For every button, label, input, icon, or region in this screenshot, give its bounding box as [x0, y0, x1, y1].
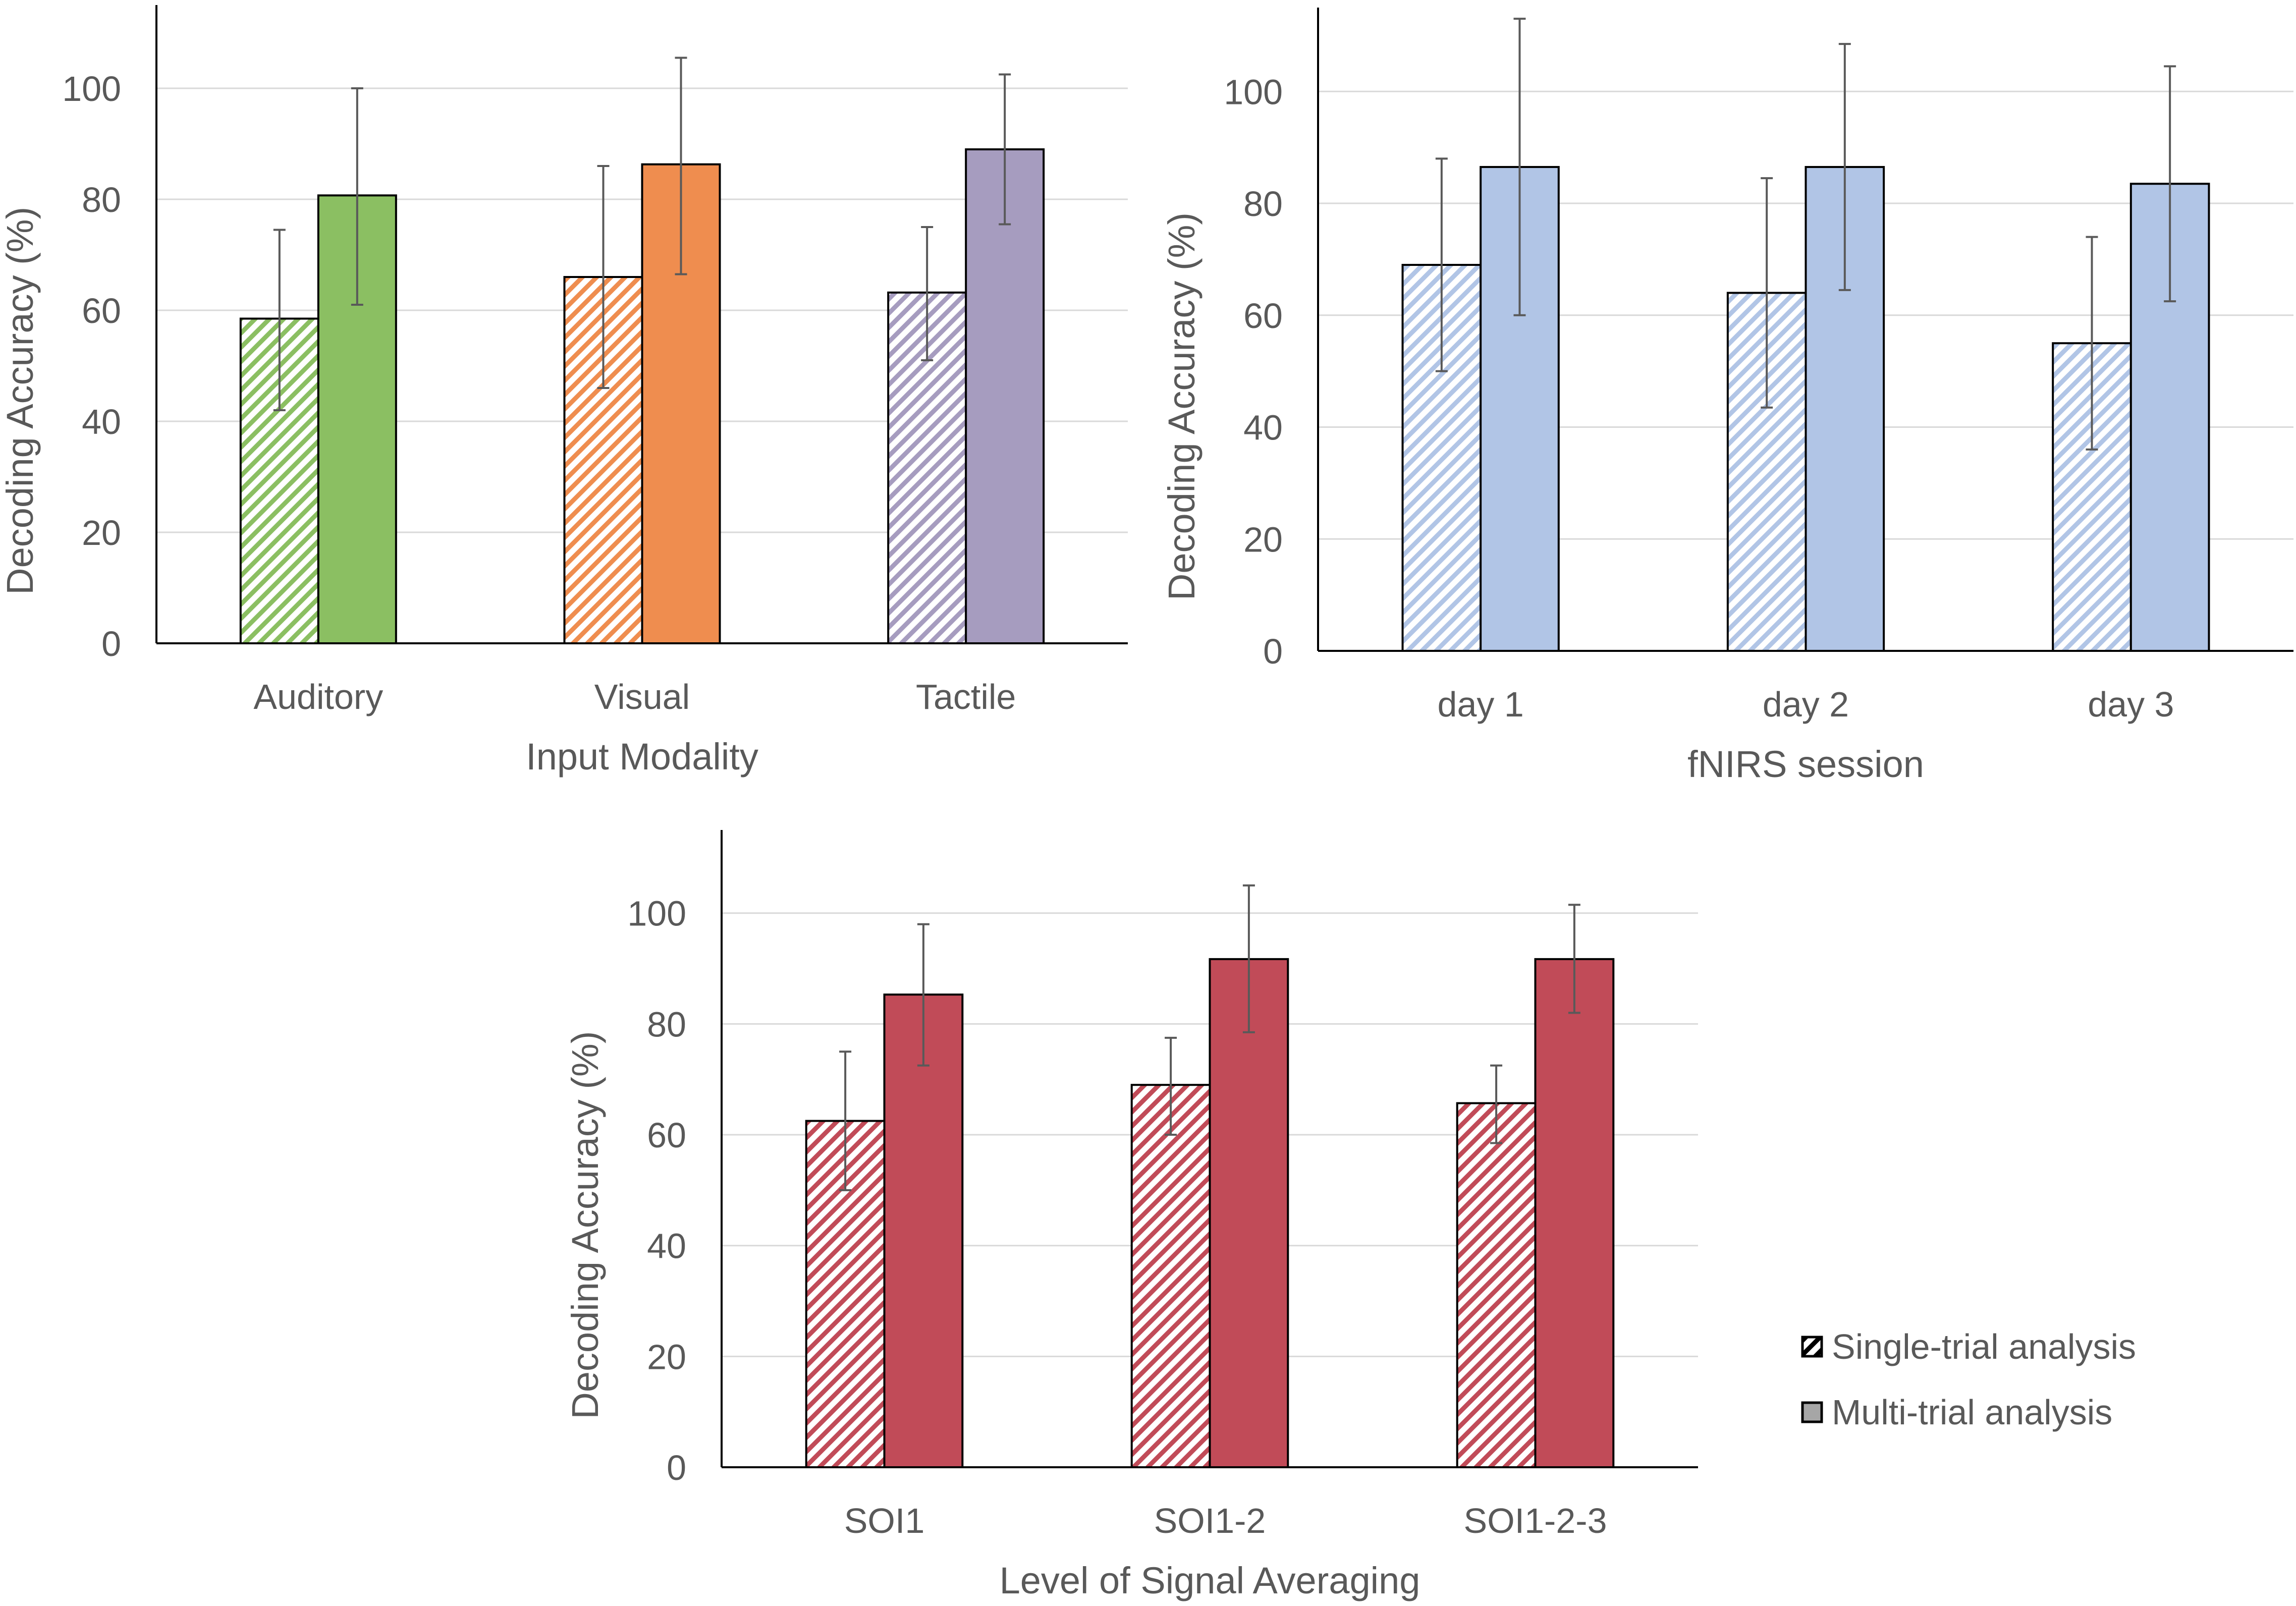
- y-tick-label-60: 60: [82, 291, 121, 330]
- error-bar-soi1-2-3-multi-trial: [1568, 904, 1580, 1014]
- y-tick-label-40: 40: [82, 402, 121, 441]
- y-axis-title: Decoding Accuracy (%): [564, 1031, 606, 1419]
- error-bar-soi1-single-trial: [839, 1050, 852, 1191]
- error-bar-day-1-single-trial: [1435, 157, 1448, 372]
- chart-3: 0 20 40 60 80 100 SOI1 SOI1-2 SOI1-2-3 Level of S…: [564, 830, 1698, 1601]
- chart-2: 0 20 40 60 80 100 day 1 day 2 day 3 fNIRS session…: [1161, 8, 2293, 785]
- y-tick-label-100: 100: [627, 894, 686, 933]
- x-axis-title: fNIRS session: [1687, 743, 1924, 785]
- legend-swatch-multi-trial: [1801, 1401, 1823, 1423]
- y-tick-label-40: 40: [1243, 408, 1283, 448]
- y-tick-label-0: 0: [667, 1448, 686, 1487]
- y-tick-label-40: 40: [647, 1227, 686, 1266]
- error-bar-day-3-single-trial: [2086, 236, 2098, 451]
- legend: Single-trial analysis Multi-trial analys…: [1801, 1327, 2136, 1432]
- x-axis-title: Level of Signal Averaging: [1000, 1560, 1420, 1601]
- x-tick-label-soi1-2-3: SOI1-2-3: [1464, 1501, 1607, 1540]
- y-axis-title: Decoding Accuracy (%): [1161, 212, 1202, 600]
- legend-swatch-single-trial: [1801, 1336, 1823, 1358]
- chart-1: 0 20 40 60 80 100 Auditory Visual Tactile Input M…: [0, 5, 1128, 778]
- error-bar-soi1-2-single-trial: [1165, 1036, 1177, 1136]
- legend-label-multi-trial: Multi-trial analysis: [1832, 1393, 2112, 1432]
- x-tick-label-day-1: day 1: [1438, 685, 1524, 724]
- bar-soi1-2-multi-trial: [1209, 958, 1289, 1468]
- error-bar-auditory-single-trial: [273, 229, 286, 411]
- y-tick-label-20: 20: [1243, 520, 1283, 559]
- error-bar-soi1-2-multi-trial: [1242, 884, 1255, 1033]
- x-tick-label-soi1: SOI1: [844, 1501, 925, 1540]
- bar-soi1-2-3-multi-trial: [1534, 958, 1615, 1468]
- x-tick-label-day-3: day 3: [2088, 685, 2174, 724]
- error-bar-day-3-multi-trial: [2164, 65, 2176, 303]
- y-tick-label-100: 100: [62, 69, 121, 108]
- y-tick-label-80: 80: [647, 1005, 686, 1044]
- y-tick-label-60: 60: [1243, 296, 1283, 336]
- x-tick-label-tactile: Tactile: [916, 677, 1016, 716]
- x-tick-label-soi1-2: SOI1-2: [1154, 1501, 1266, 1540]
- y-tick-label-0: 0: [101, 624, 121, 663]
- error-bar-auditory-multi-trial: [351, 87, 363, 306]
- error-bar-visual-multi-trial: [675, 57, 687, 275]
- y-tick-label-20: 20: [82, 513, 121, 552]
- bar-soi1-multi-trial: [883, 993, 964, 1468]
- error-bar-visual-single-trial: [597, 165, 610, 389]
- error-bar-day-2-multi-trial: [1838, 43, 1851, 291]
- y-tick-label-80: 80: [82, 180, 121, 219]
- y-axis-title: Decoding Accuracy (%): [0, 207, 41, 595]
- error-bar-day-1-multi-trial: [1513, 18, 1526, 316]
- bar-soi1-2-single-trial: [1130, 1084, 1211, 1468]
- error-bar-tactile-multi-trial: [999, 73, 1011, 226]
- legend-label-single-trial: Single-trial analysis: [1832, 1327, 2136, 1366]
- x-axis-title: Input Modality: [526, 736, 758, 778]
- error-bar-soi1-multi-trial: [917, 923, 930, 1067]
- y-tick-label-0: 0: [1263, 632, 1283, 671]
- y-tick-label-20: 20: [647, 1337, 686, 1376]
- error-bar-soi1-2-3-single-trial: [1490, 1064, 1503, 1144]
- y-tick-label-60: 60: [647, 1116, 686, 1155]
- error-bar-tactile-single-trial: [921, 226, 934, 361]
- x-tick-label-auditory: Auditory: [253, 677, 383, 716]
- error-bar-day-2-single-trial: [1761, 177, 1773, 409]
- bar-soi1-2-3-single-trial: [1456, 1102, 1537, 1468]
- x-tick-label-day-2: day 2: [1763, 685, 1849, 724]
- x-tick-label-visual: Visual: [594, 677, 690, 716]
- y-tick-label-100: 100: [1224, 72, 1283, 112]
- y-tick-label-80: 80: [1243, 184, 1283, 224]
